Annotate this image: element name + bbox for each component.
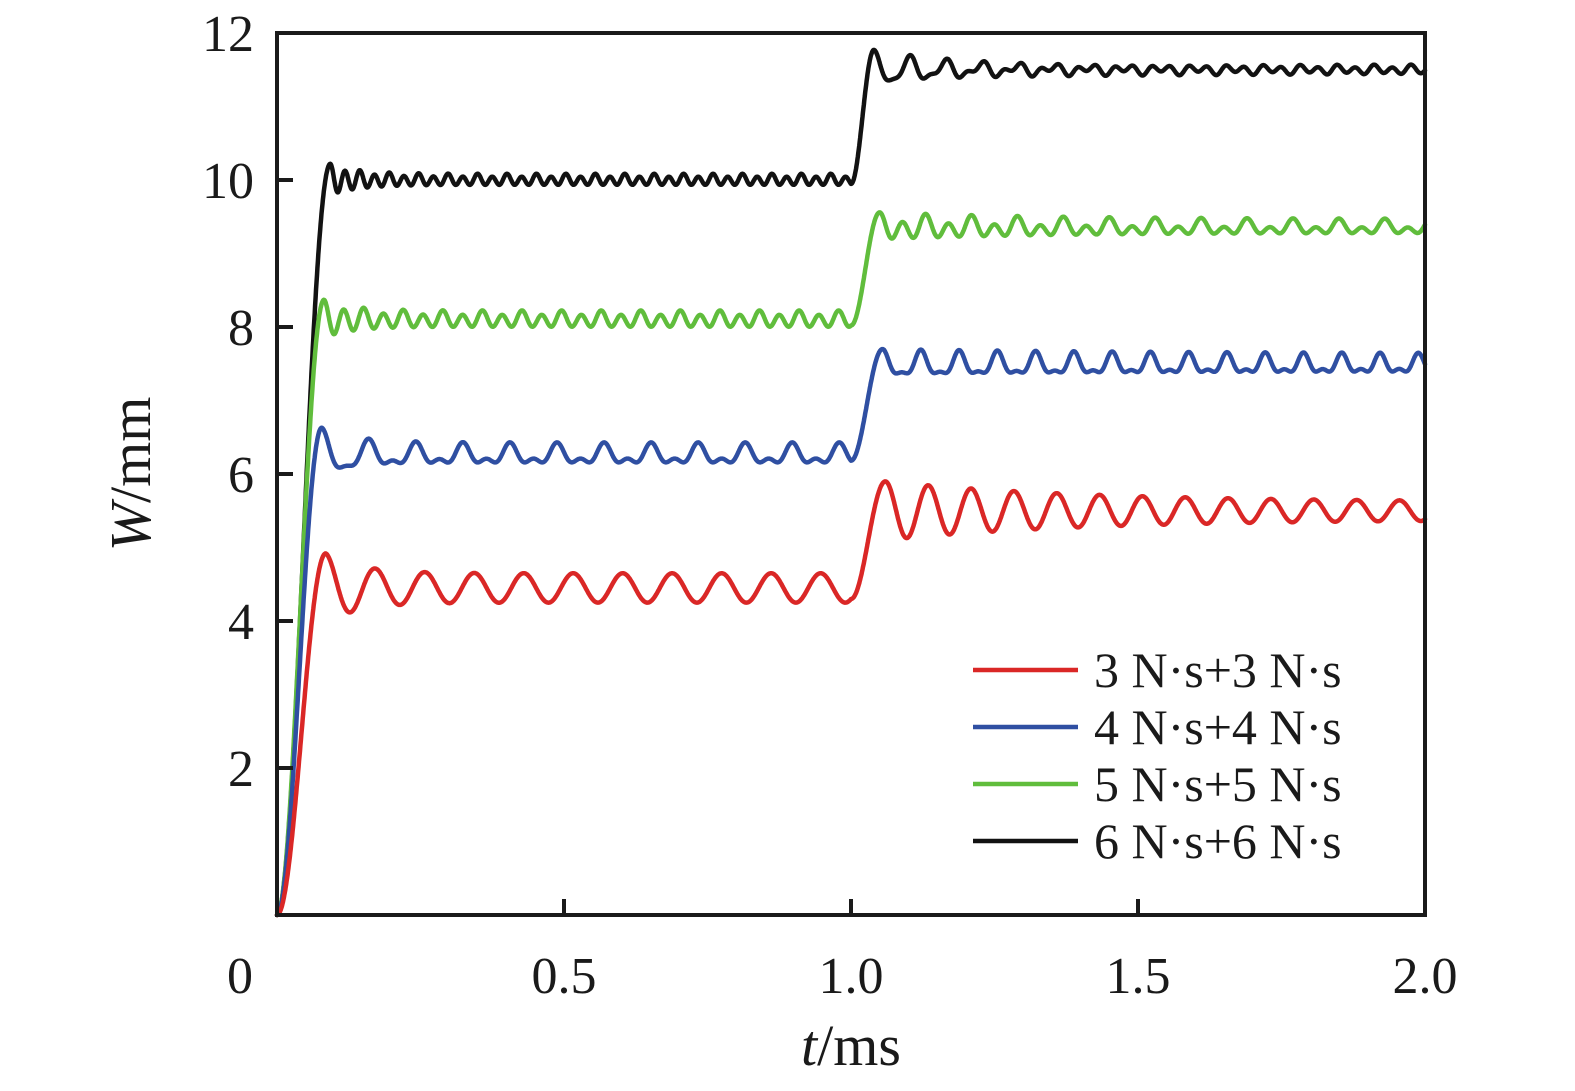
- x-tick-label: 1.5: [1106, 948, 1171, 1005]
- y-tick-label: 12: [202, 6, 254, 63]
- x-tick-label: 1.0: [819, 948, 884, 1005]
- legend-label: 6 N·s+6 N·s: [1094, 813, 1342, 869]
- series-line-3ns: [274, 479, 1428, 918]
- y-tick-label: 6: [228, 447, 254, 504]
- y-tick-label: 2: [228, 741, 254, 798]
- x-tick-label: 0: [227, 948, 253, 1005]
- x-axis-variable: t: [801, 1013, 819, 1078]
- series-line-4ns: [274, 346, 1428, 918]
- legend-label: 5 N·s+5 N·s: [1094, 756, 1342, 812]
- axis-labels-group: 2 4 6 8 10 12 0 0.5 1.0 1.5 2.0 t/ms W/mm: [98, 6, 1458, 1078]
- series-line-6ns: [274, 47, 1428, 918]
- series-group: [274, 47, 1428, 918]
- legend: 3 N·s+3 N·s4 N·s+4 N·s5 N·s+5 N·s6 N·s+6…: [973, 642, 1342, 869]
- y-axis-variable: W: [98, 498, 163, 551]
- axes-group: [275, 31, 1427, 917]
- series-line-5ns: [274, 210, 1428, 918]
- x-tick-label: 0.5: [532, 948, 597, 1005]
- legend-label: 3 N·s+3 N·s: [1094, 642, 1342, 698]
- y-tick-label: 4: [228, 594, 254, 651]
- x-tick-label: 2.0: [1393, 948, 1458, 1005]
- y-axis-title: W/mm: [98, 397, 163, 552]
- y-tick-label: 8: [228, 300, 254, 357]
- y-tick-label: 10: [202, 153, 254, 210]
- legend-label: 4 N·s+4 N·s: [1094, 699, 1342, 755]
- x-axis-title: t/ms: [801, 1013, 901, 1078]
- y-axis-unit: /mm: [98, 397, 163, 503]
- x-axis-unit: /ms: [817, 1013, 901, 1078]
